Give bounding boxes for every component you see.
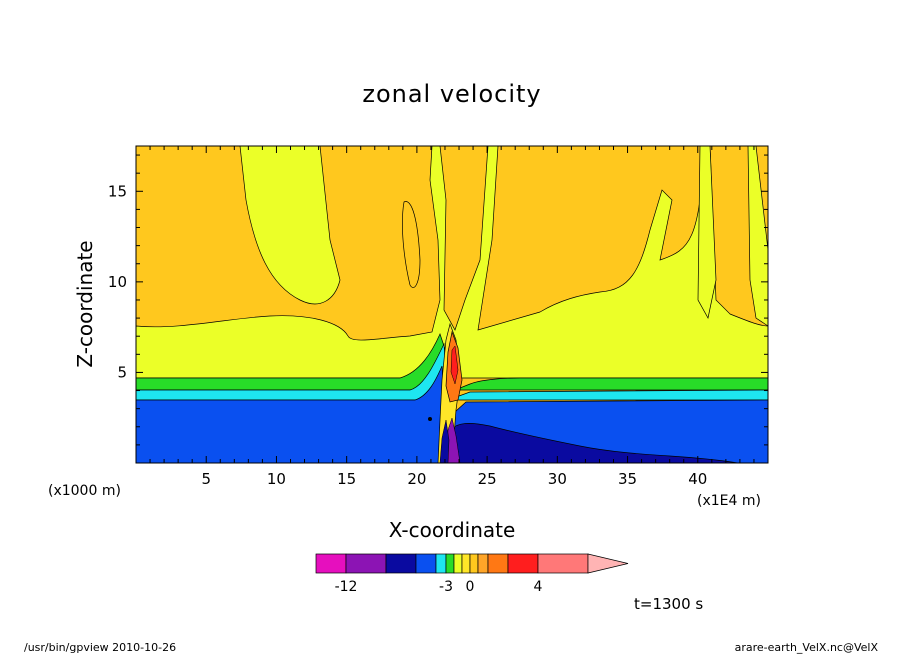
x-tick-label: 15 [337,470,356,488]
footer-right: arare-earth_VelX.nc@VelX [735,641,879,654]
y-tick-label: 15 [108,182,127,200]
yellow-right-tongue [697,146,717,319]
colorbar-tick-label: -12 [335,579,358,595]
colorbar-swatch [385,553,417,574]
x-tick-label: 20 [407,470,426,488]
colorbar-tick-label: 0 [466,579,475,595]
x-unit-label: (x1E4 m) [697,493,761,509]
time-label: t=1300 s [634,595,703,613]
colorbar-swatch [435,553,447,574]
y-tick-label: 5 [117,363,127,381]
colorbar-swatch [345,553,387,574]
x-tick-label: 5 [201,470,211,488]
plot-frame [135,145,769,464]
downdraft-dark-core [439,419,450,463]
y-axis: 5 10 15 [108,154,768,446]
x-tick-label: 40 [688,470,707,488]
colorbar-swatch [453,553,463,574]
colorbar-extend-arrow [587,553,629,574]
colorbar-tick-label: 4 [534,579,543,595]
x-tick-label: 25 [478,470,497,488]
colorbar-swatch [507,553,539,574]
contour-dot [428,417,432,421]
y-tick-label: 10 [108,273,127,291]
colorbar-swatch [445,553,455,574]
colorbar-swatch [487,553,509,574]
x-axis: 5 10 15 20 25 30 35 40 [149,146,755,488]
yellow-edge-tongue [747,146,768,327]
colorbar-tick-label: -3 [439,579,453,595]
footer-left: /usr/bin/gpview 2010-10-26 [24,641,176,654]
colorbar-swatch [415,553,437,574]
colorbar-swatch [537,553,589,574]
colorbar-swatch [461,553,471,574]
colorbar-swatch [469,553,479,574]
updraft-red-core [450,345,459,385]
yellow-left-tongue [239,146,341,305]
colorbar-swatch [315,553,347,574]
colorbar-swatch [477,553,489,574]
chart-title: zonal velocity [362,80,541,108]
orange-inner-lens [402,201,421,288]
green-band-region [136,333,768,393]
contour-field [136,146,768,463]
x-axis-title: X-coordinate [389,518,516,542]
x-tick-label: 30 [548,470,567,488]
lower-blue-region [136,365,768,463]
x-tick-label: 10 [267,470,286,488]
cyan-band-region [136,342,768,401]
y-axis-title: Z-coordinate [73,240,97,367]
colorbar: -12 -3 0 4 [315,553,629,595]
x-tick-label: 35 [618,470,637,488]
y-unit-label: (x1000 m) [48,483,121,499]
